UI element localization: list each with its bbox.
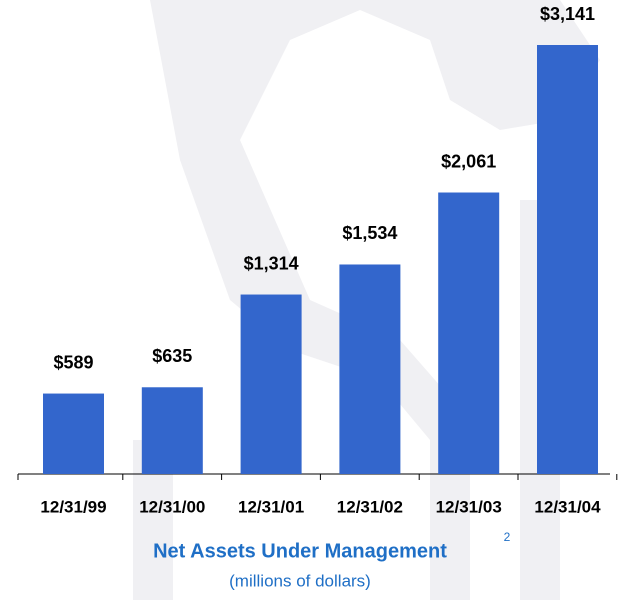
x-tick-label: 12/31/02 xyxy=(337,497,403,516)
x-tick-label: 12/31/03 xyxy=(436,497,502,516)
bar xyxy=(240,294,302,474)
bar xyxy=(537,45,598,474)
bar xyxy=(141,387,203,474)
x-tick-label: 12/31/00 xyxy=(139,497,205,516)
value-label: $3,141 xyxy=(540,4,595,24)
chart-subtitle: (millions of dollars) xyxy=(229,571,371,590)
bar xyxy=(438,192,500,475)
value-label: $635 xyxy=(152,346,192,366)
bar xyxy=(339,264,401,474)
bar xyxy=(43,393,104,474)
chart-title: Net Assets Under Management xyxy=(153,540,447,562)
value-label: $1,314 xyxy=(244,253,299,273)
x-tick-label: 12/31/99 xyxy=(40,497,106,516)
x-tick-label: 12/31/04 xyxy=(534,497,601,516)
value-label: $589 xyxy=(53,352,93,372)
value-label: $2,061 xyxy=(441,151,496,171)
value-label: $1,534 xyxy=(342,223,397,243)
title-superscript: 2 xyxy=(504,530,511,544)
x-tick-label: 12/31/01 xyxy=(238,497,304,516)
